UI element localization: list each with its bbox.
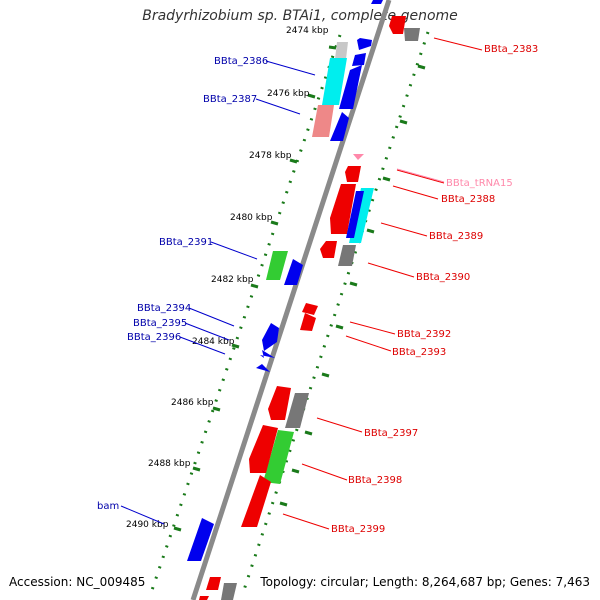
gene-feature (285, 393, 309, 428)
gene-label-bbta-2399: BBta_2399 (331, 524, 385, 535)
reverse-gene-labels: BBta_2383 BBta_tRNA15 BBta_2388 BBta_238… (331, 44, 538, 535)
scale-label: 2474 kbp (286, 26, 329, 36)
gene-label-bbta-2386: BBta_2386 (214, 56, 268, 67)
scale-label: 2476 kbp (267, 89, 310, 99)
genome-summary-text: Topology: circular; Length: 8,264,687 bp… (260, 575, 590, 589)
gene-feature (221, 583, 237, 600)
gene-feature (389, 16, 406, 34)
trna-leader (396, 168, 445, 183)
scale-track-inner (240, 31, 430, 597)
gene-label-bbta-2383: BBta_2383 (484, 44, 538, 55)
gene-label-bam: bam (97, 501, 119, 512)
gene-feature (300, 313, 316, 331)
scale-label: 2480 kbp (230, 213, 273, 223)
backbone-line (190, 0, 392, 600)
gene-label-bbta-2395: BBta_2395 (133, 318, 187, 329)
gene-feature (199, 596, 209, 600)
gene-label-bbta-2394: BBta_2394 (137, 303, 191, 314)
scale-ticks (173, 45, 426, 532)
gene-feature (322, 58, 347, 105)
gene-label-bbta-2398: BBta_2398 (348, 475, 402, 486)
forward-label-leaders (120, 60, 316, 525)
gene-label-bbta-2390: BBta_2390 (416, 272, 470, 283)
gene-feature (256, 364, 270, 372)
gene-feature (263, 430, 294, 484)
scale-label: 2488 kbp (148, 459, 191, 469)
gene-feature (371, 0, 383, 4)
forward-strand-genes (187, 0, 383, 561)
gene-feature (302, 303, 318, 315)
gene-label-bbta-trna15: BBta_tRNA15 (446, 178, 513, 189)
gene-label-bbta-2388: BBta_2388 (441, 194, 495, 205)
gene-feature (353, 154, 364, 160)
map-title: Bradyrhizobium sp. BTAi1, complete genom… (142, 8, 458, 24)
gene-feature (335, 42, 348, 59)
gene-feature (352, 53, 366, 66)
gene-label-bbta-2391: BBta_2391 (159, 237, 213, 248)
gene-feature (357, 38, 372, 50)
scale-label: 2484 kbp (192, 337, 235, 347)
accession-text: Accession: NC_009485 (9, 575, 146, 589)
scale-label: 2478 kbp (249, 151, 292, 161)
gene-feature (330, 184, 356, 234)
scale-label: 2490 kbp (126, 520, 169, 530)
gene-feature (339, 65, 362, 109)
scale-labels: 2474 kbp 2476 kbp 2478 kbp 2480 kbp 2482… (126, 26, 329, 530)
gene-label-bbta-2396: BBta_2396 (127, 332, 181, 343)
gene-feature (266, 251, 288, 280)
scale-label: 2482 kbp (211, 275, 254, 285)
gene-feature (404, 28, 420, 41)
scale-track-outer (148, 34, 342, 597)
gene-feature (345, 166, 361, 182)
gene-label-bbta-2397: BBta_2397 (364, 428, 418, 439)
gene-feature (330, 112, 349, 141)
gene-feature (320, 241, 337, 258)
gene-feature (187, 518, 214, 561)
gene-feature (262, 323, 279, 351)
gene-feature (284, 259, 303, 285)
forward-gene-labels: BBta_2386 BBta_2387 BBta_2391 BBta_2394 … (97, 56, 268, 512)
gene-feature (312, 105, 334, 137)
gene-label-bbta-2389: BBta_2389 (429, 231, 483, 242)
gene-label-bbta-2393: BBta_2393 (392, 347, 446, 358)
gene-label-bbta-2392: BBta_2392 (397, 329, 451, 340)
gene-feature (338, 245, 356, 266)
reverse-label-leaders (282, 37, 483, 530)
gene-feature (346, 191, 364, 238)
gene-feature (260, 350, 275, 358)
gene-feature (241, 475, 271, 527)
scale-label: 2486 kbp (171, 398, 214, 408)
gene-feature (249, 425, 278, 473)
gene-feature (206, 577, 221, 590)
reverse-strand-genes (199, 16, 420, 600)
gene-feature (268, 386, 291, 420)
gene-label-bbta-2387: BBta_2387 (203, 94, 257, 105)
